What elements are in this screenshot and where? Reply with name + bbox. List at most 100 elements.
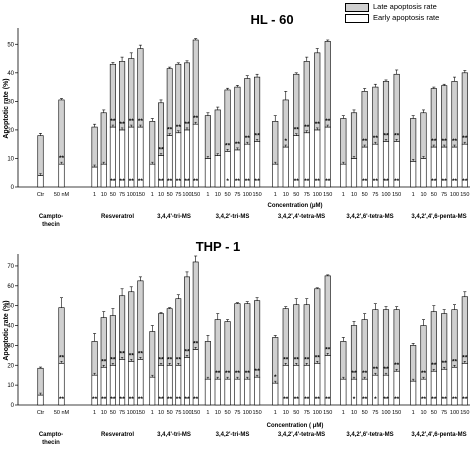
bar-early [234, 378, 241, 406]
significance-early: ** [383, 396, 389, 403]
significance-early: * [353, 396, 356, 403]
bar-late [91, 341, 98, 376]
significance-early: ** [431, 396, 437, 403]
x-tick-label: 1 [274, 410, 277, 416]
x-tick-label: 10 [420, 192, 426, 198]
bar-late [37, 367, 44, 396]
y-tick-label: 10 [7, 156, 14, 162]
x-tick-label: 1 [274, 192, 277, 198]
significance-early: ** [442, 178, 448, 185]
significance-early: ** [110, 178, 116, 185]
y-tick-label: 10 [7, 383, 14, 389]
bar-late [303, 61, 310, 134]
significance-early: ** [167, 178, 173, 185]
significance-early: ** [184, 178, 190, 185]
significance-early: ** [193, 396, 199, 403]
significance-early: ** [110, 396, 116, 403]
x-tick-label: 75 [304, 192, 310, 198]
significance-late: ** [255, 132, 261, 139]
x-tick-label: 10 [351, 192, 357, 198]
significance-late: ** [184, 348, 190, 355]
legend-swatch-late [345, 3, 369, 12]
bar-late [350, 112, 358, 159]
significance-early: ** [362, 396, 368, 403]
x-tick-label: Ctr [37, 192, 45, 198]
significance-late: ** [59, 155, 65, 162]
significance-early: ** [235, 178, 241, 185]
x-tick-label: 150 [460, 192, 469, 198]
x-tick-label: 10 [283, 192, 289, 198]
x-tick-label: 1 [412, 192, 415, 198]
y-tick-label: 70 [7, 264, 14, 270]
significance-late: ** [255, 368, 261, 375]
x-tick-label: 75 [372, 192, 378, 198]
bar-late [393, 73, 400, 142]
significance-early: ** [59, 396, 65, 403]
significance-late: ** [158, 356, 164, 363]
x-tick-label: 75 [441, 192, 447, 198]
significance-late: ** [225, 370, 231, 377]
significance-late: ** [394, 132, 400, 139]
x-tick-label: 100 [243, 410, 252, 416]
group-label: 3,4,4'-tri-MS [157, 432, 191, 438]
x-tick-label: 100 [313, 410, 322, 416]
x-tick-label: 50 [225, 192, 231, 198]
bar-group: 1 10 ** ** 50 ** ** 75 ** ** 100 ** ** 150 3,4,2',4',6… [410, 70, 469, 220]
bar-group: 1****10****50****75****100****1503,4,4'-… [149, 38, 200, 220]
bar-early [350, 158, 358, 188]
significance-early: * [374, 396, 377, 403]
y-tick-label: 30 [7, 343, 14, 349]
bar-group: 1 ** ** 10 ** ** 50 ** ** 75 ** ** 100 ** ** 150 3,4,2',… [410, 291, 469, 438]
significance-late: ** [362, 370, 368, 377]
significance-late: ** [120, 350, 126, 357]
significance-late: ** [101, 358, 107, 365]
significance-early: ** [462, 178, 468, 185]
bar-late [214, 109, 221, 156]
x-tick-label: 75 [119, 410, 125, 416]
bar-late [128, 291, 135, 362]
bar-early [37, 394, 44, 406]
bar-early [420, 158, 427, 188]
significance-early: ** [176, 178, 182, 185]
x-tick-label: 100 [381, 410, 390, 416]
significance-late: ** [167, 127, 173, 134]
significance-late: ** [245, 370, 251, 377]
x-tick-label: 50 [167, 192, 173, 198]
legend: Late apoptosis rate Early apoptosis rate [343, 1, 473, 23]
bar-late [314, 288, 321, 364]
x-tick-label: 50 [110, 192, 116, 198]
significance-late: ** [462, 354, 468, 361]
significance-early: ** [315, 178, 321, 185]
y-tick-label: 0 [11, 403, 15, 409]
y-tick-label: 30 [7, 99, 14, 105]
x-tick-label: 1 [342, 410, 345, 416]
legend-swatch-early [345, 14, 369, 23]
significance-late: ** [362, 138, 368, 145]
significance-early: ** [158, 396, 164, 403]
x-tick-label: 75 [372, 410, 378, 416]
x-tick-label: 75 [175, 410, 181, 416]
significance-late: ** [129, 118, 135, 125]
y-tick-label: 0 [11, 185, 15, 191]
x-tick-label: 75 [304, 410, 310, 416]
x-tick-label: 150 [392, 410, 401, 416]
significance-early: ** [120, 178, 126, 185]
x-tick-label: 50 [293, 192, 299, 198]
significance-early: ** [383, 178, 389, 185]
significance-early: ** [304, 396, 310, 403]
significance-late: ** [421, 370, 427, 377]
significance-early: ** [138, 178, 144, 185]
y-tick-label: 20 [7, 128, 14, 134]
significance-late: ** [283, 356, 289, 363]
significance-early: ** [431, 178, 437, 185]
bar-late [410, 118, 417, 162]
significance-early: ** [245, 178, 251, 185]
bar-group: Ctr ** 50 nM Campto-thecin [37, 98, 70, 228]
x-tick-label: 50 nM [54, 410, 70, 416]
significance-late: ** [315, 121, 321, 128]
y-tick-label: 60 [7, 284, 14, 290]
bar-early [204, 378, 211, 406]
bar-late [461, 72, 468, 145]
bar-late [340, 118, 347, 165]
bar-early [224, 378, 231, 406]
